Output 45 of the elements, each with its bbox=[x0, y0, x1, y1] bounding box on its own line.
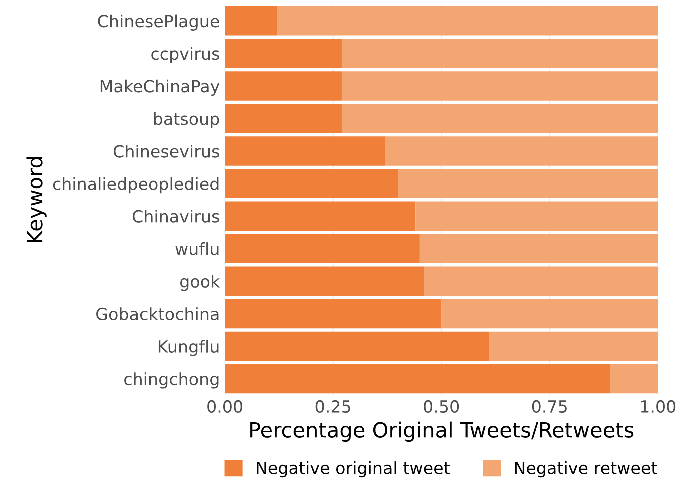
bar bbox=[277, 6, 658, 36]
bar bbox=[225, 169, 398, 198]
y-tick-label: Kungflu bbox=[158, 340, 219, 356]
bar bbox=[398, 169, 658, 198]
bar bbox=[342, 104, 658, 134]
y-tick-label: Chinesevirus bbox=[114, 144, 220, 158]
y-tick-label: chingchong bbox=[124, 372, 219, 389]
bar bbox=[442, 299, 658, 329]
bar bbox=[225, 104, 342, 134]
legend-label: Negative retweet bbox=[515, 462, 658, 478]
y-tick-label: chinaliedpeopledied bbox=[53, 177, 219, 194]
legend-label: Negative original tweet bbox=[257, 462, 450, 478]
x-tick-label: 0.00 bbox=[208, 400, 243, 414]
y-tick-label: gook bbox=[180, 275, 220, 292]
x-tick-label: 0.75 bbox=[532, 400, 567, 414]
bar bbox=[610, 364, 658, 394]
x-tick-label: 0.25 bbox=[316, 400, 350, 414]
bar bbox=[225, 266, 424, 296]
x-axis-title: Percentage Original Tweets/Retweets bbox=[250, 422, 634, 442]
bar bbox=[489, 332, 658, 362]
bar bbox=[385, 136, 658, 166]
y-tick-label: batsoup bbox=[154, 112, 220, 129]
x-tick-label: 1.00 bbox=[641, 400, 676, 414]
y-tick-label: wuflu bbox=[176, 242, 219, 256]
bar bbox=[225, 6, 278, 36]
x-tick-label: 0.50 bbox=[424, 400, 460, 414]
bar bbox=[225, 332, 490, 362]
bar bbox=[225, 72, 342, 101]
bar bbox=[225, 299, 442, 329]
bar bbox=[342, 39, 658, 68]
y-tick-label: Gobacktochina bbox=[96, 308, 219, 321]
y-tick-label: MakeChinaPay bbox=[100, 80, 220, 96]
bar bbox=[424, 266, 658, 296]
y-axis-title: Keyword bbox=[26, 157, 47, 243]
bar bbox=[225, 202, 416, 231]
bar bbox=[225, 39, 342, 68]
bar bbox=[342, 72, 658, 101]
y-tick-label: Chinavirus bbox=[132, 210, 220, 223]
y-tick-label: ChinesePlague bbox=[98, 14, 220, 31]
bar bbox=[225, 136, 386, 166]
bar bbox=[225, 364, 610, 394]
y-tick-label: ccpvirus bbox=[152, 47, 220, 64]
bar bbox=[420, 234, 658, 264]
bar bbox=[416, 202, 658, 231]
bar bbox=[225, 234, 420, 264]
